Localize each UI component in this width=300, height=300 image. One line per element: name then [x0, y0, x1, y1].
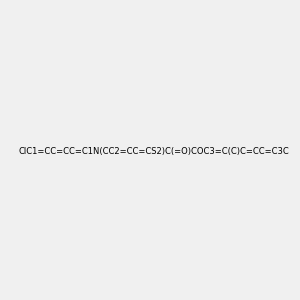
Text: ClC1=CC=CC=C1N(CC2=CC=CS2)C(=O)COC3=C(C)C=CC=C3C: ClC1=CC=CC=C1N(CC2=CC=CS2)C(=O)COC3=C(C)…	[18, 147, 289, 156]
